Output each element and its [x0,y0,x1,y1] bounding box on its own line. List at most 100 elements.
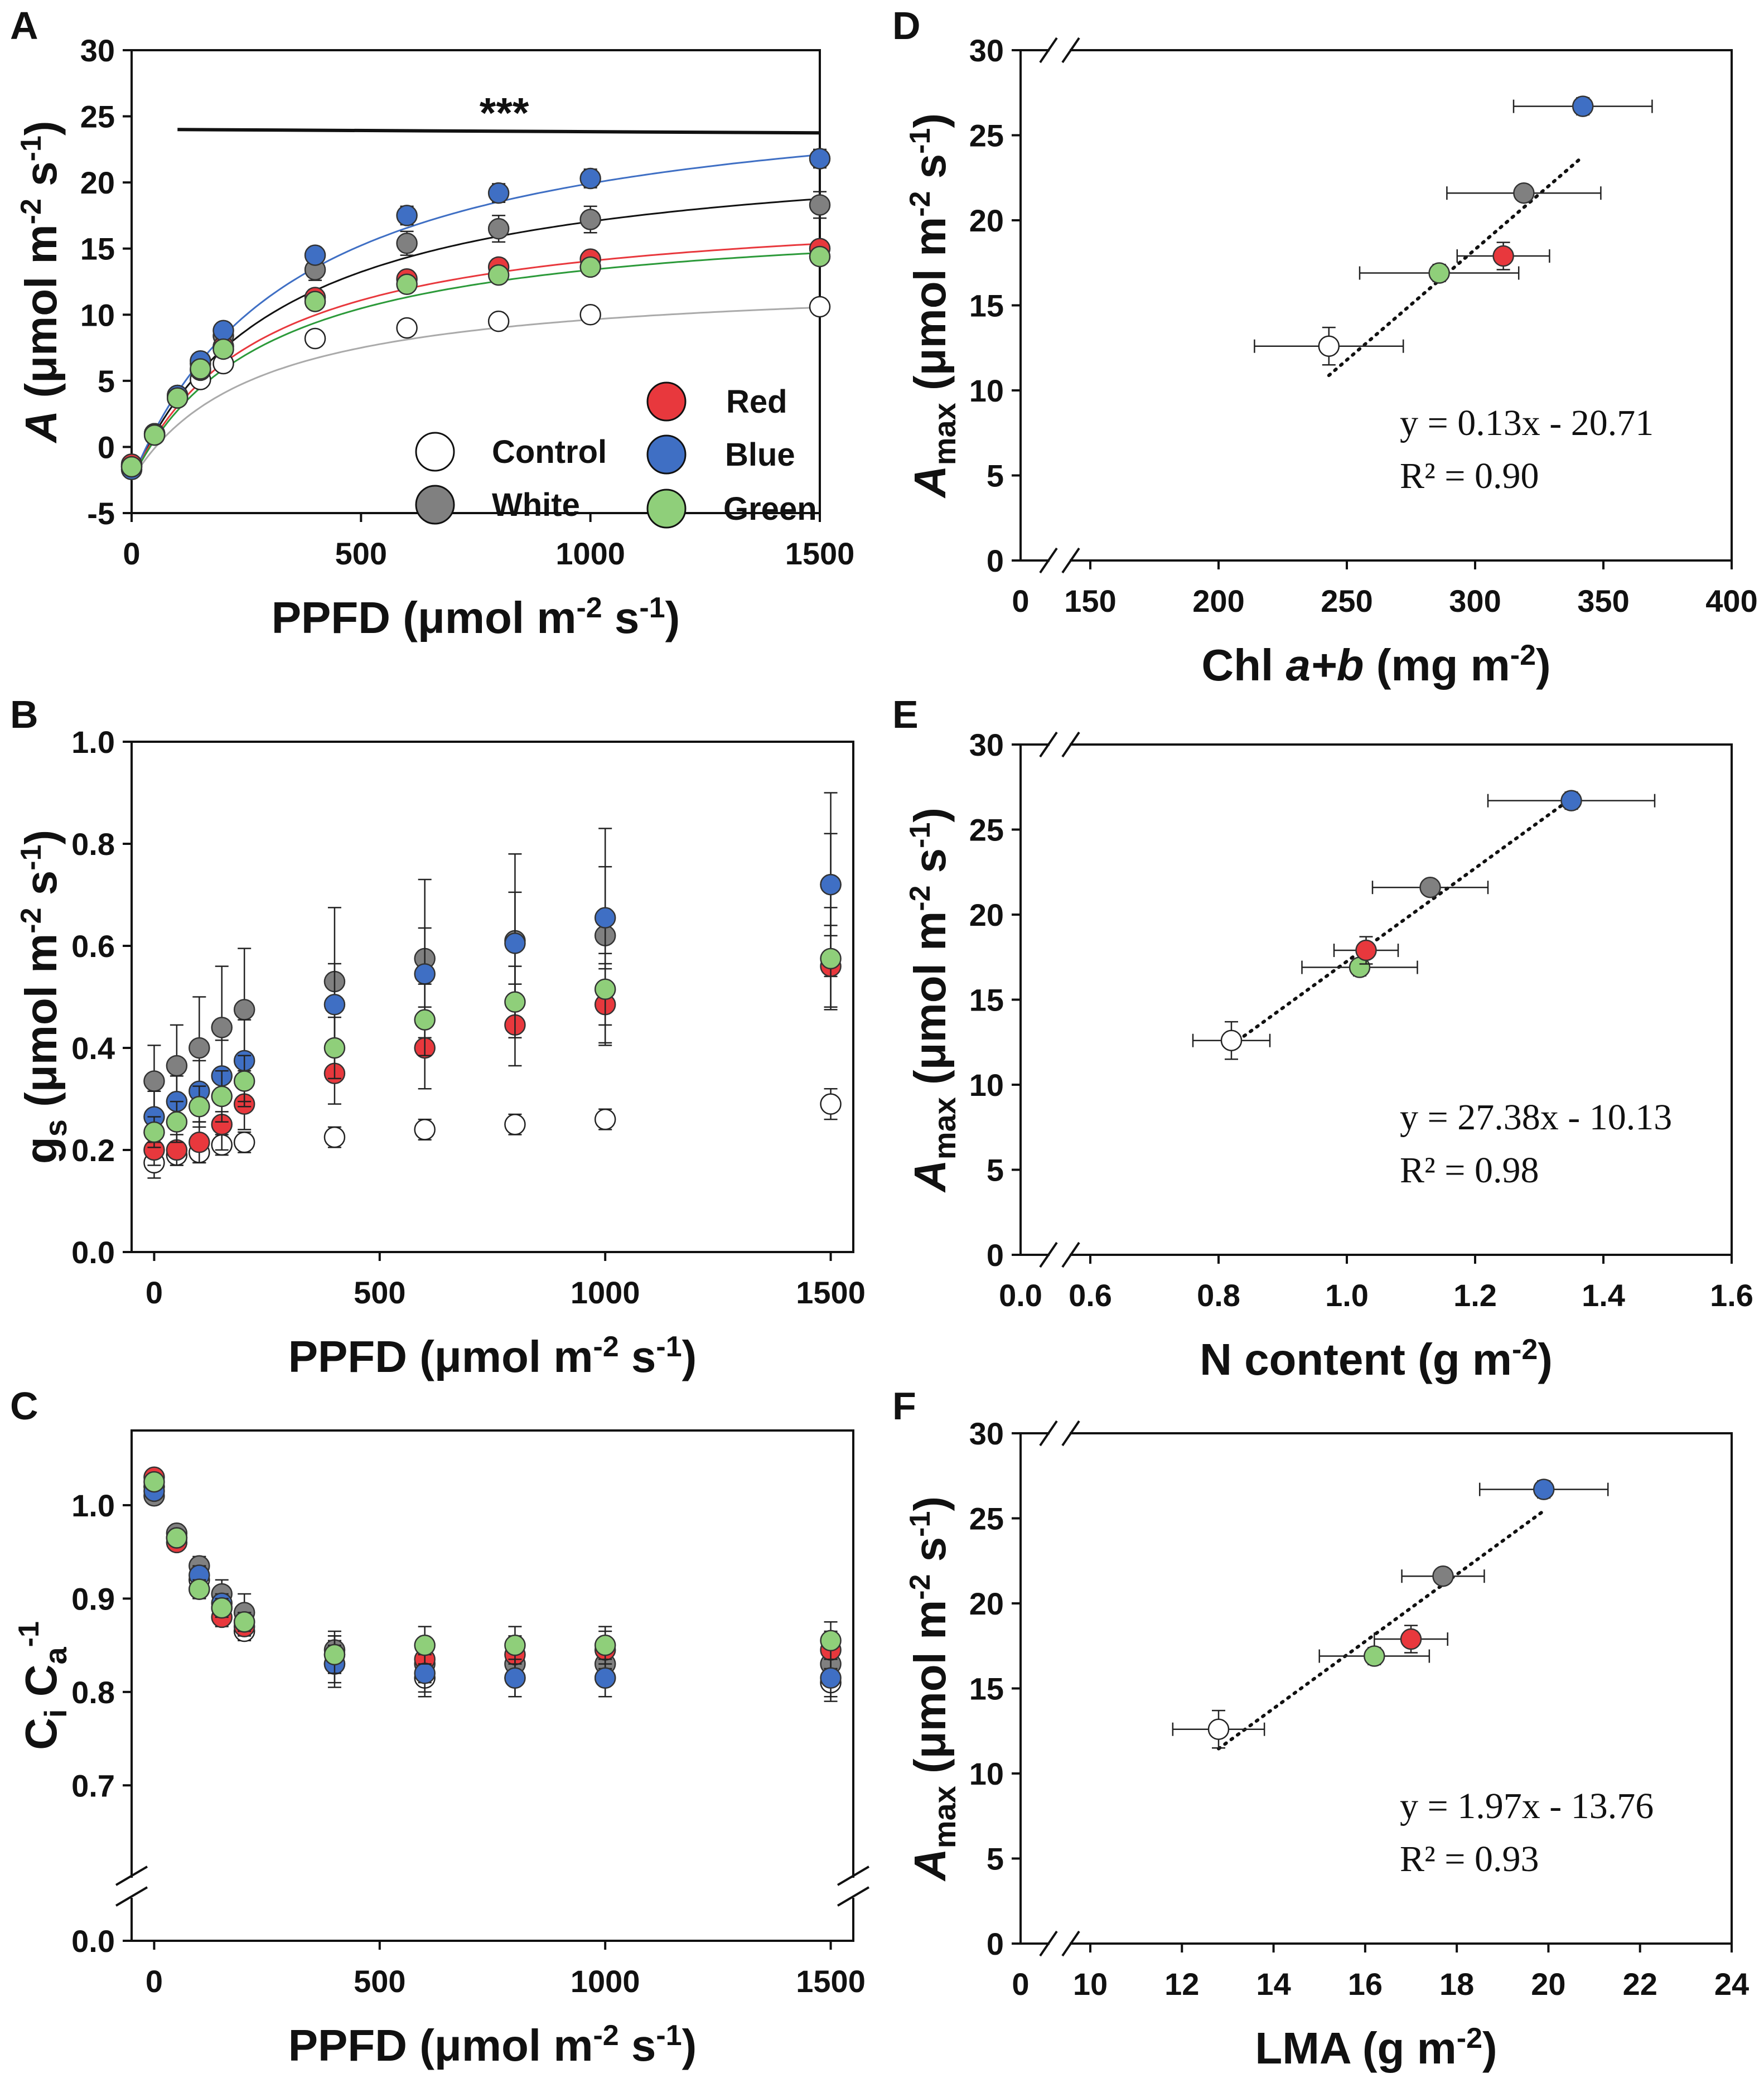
text-span: PPFD (μmol m [272,593,577,642]
text-span: s [16,871,66,908]
axis-break-mark [837,1865,870,1886]
y-tick-label: 15 [969,288,1004,323]
data-point-green [809,245,831,268]
data-point-green [166,1527,188,1549]
y-tick-label: 0 [98,429,115,465]
text-span: s [602,593,640,642]
y-tick-label: 30 [969,1416,1004,1451]
x-tick-label: 500 [354,1964,405,1999]
y-tick-label: 15 [80,231,115,267]
text-span: (μmol m [905,217,955,403]
data-point-green [143,1121,165,1143]
y-tick-label: 20 [969,1586,1004,1621]
axis-break-mark [1061,1241,1080,1268]
legend-marker-blue [646,434,687,475]
data-point-white [211,1017,233,1038]
text-span: s [619,2021,656,2070]
plot-frame [131,1429,854,1942]
fit-curve-white [131,198,820,481]
data-point-green [323,1037,346,1059]
x-break-label: 0 [1012,583,1029,618]
legend-marker-white [415,485,455,525]
panel-letter: B [10,693,38,736]
text-span: C [16,1718,66,1750]
text-span: -1 [639,592,665,624]
y-tick-label: 15 [969,983,1004,1018]
data-point-control [820,1093,842,1115]
data-point-white [1513,182,1535,204]
text-span: a+b [1285,640,1364,690]
x-break-label: 0 [1012,1966,1029,2002]
text-span: s [16,161,66,199]
text-span: -2 [593,1331,618,1363]
text-span: s [38,1119,73,1137]
legend-label-blue: Blue [725,437,795,473]
text-span: (μmol m [16,934,66,1119]
text-span: (μmol m [16,224,66,410]
text-span: ) [682,1332,697,1381]
x-axis-title: N content (g m-2) [1200,1333,1553,1384]
text-span: -2 [593,2019,618,2052]
x-tick-label: 1.0 [1325,1278,1369,1313]
text-span: N content (g m [1200,1335,1512,1384]
series-green [143,907,842,1148]
data-point-blue [594,907,616,929]
series-control [143,1476,842,1702]
text-span: ) [682,2021,697,2070]
y-tick-label: 10 [969,373,1004,408]
text-span: ) [1536,640,1551,690]
data-point-green [211,1597,233,1619]
x-axis-title: PPFD (μmol m-2 s-1) [288,2019,697,2070]
x-tick-label: 200 [1192,583,1244,618]
text-span: ) [905,113,955,128]
text-span: A [905,1159,955,1193]
data-point-green [504,1634,526,1656]
data-point-blue [504,932,526,954]
y-tick-label: 20 [969,897,1004,932]
significance-label: *** [480,89,529,137]
data-point-control [396,317,418,339]
y-tick-label: 10 [969,1756,1004,1791]
series-blue [120,148,831,480]
trendline [1217,1509,1546,1751]
panel-letter: C [10,1384,38,1428]
data-point-blue [323,993,346,1016]
data-point-green [211,1085,233,1108]
data-point-control [1220,1030,1243,1051]
text-span: -1 [656,1331,682,1363]
data-point-green [190,358,211,380]
data-point-green [396,273,418,295]
y-tick-label: 20 [969,203,1004,238]
x-tick-label: 1000 [571,1964,640,1999]
axis-break-mark [1061,1930,1080,1957]
data-point-white [1432,1565,1454,1587]
data-point-blue [1533,1478,1555,1500]
x-tick-label: 1500 [785,536,855,571]
text-span: PPFD (μmol m [288,1332,593,1381]
x-tick-label: 0 [123,536,140,571]
y-tick-label: 1.0 [71,1488,115,1523]
x-tick-label: 20 [1531,1966,1565,2002]
data-point-green [594,1634,616,1656]
plot-frame [1019,1432,1733,1945]
panel-letter: E [892,693,919,736]
axis-break-mask [1050,741,1070,748]
axis-break-mark [1039,731,1058,758]
text-span: -2 [904,191,936,217]
y-tick-label: -5 [87,496,115,531]
x-tick-label: 1500 [796,1964,866,1999]
legend-label-control: Control [492,434,607,470]
y-tick-label: 1.0 [71,724,115,760]
text-span: PPFD (μmol m [288,2021,593,2070]
y-axis-title: Amax (μmol m-2 s-1) [904,1496,962,1882]
x-tick-label: 250 [1321,583,1372,618]
y-tick-label: 0.8 [71,827,115,862]
x-tick-label: 1.4 [1582,1278,1625,1313]
series-white [143,1485,842,1684]
data-point-white [166,1055,188,1077]
y-axis-title: gs (μmol m-2 s-1) [15,830,73,1164]
text-span: s [619,1332,656,1381]
y-tick-label: 0.4 [71,1031,115,1066]
text-span: A [16,410,66,444]
fit-curve-green [131,252,820,481]
